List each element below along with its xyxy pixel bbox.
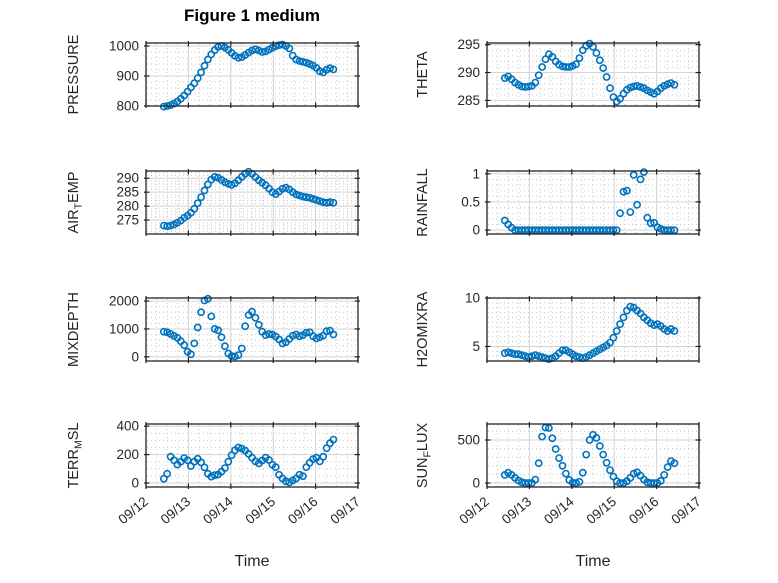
tick-marks (144, 169, 360, 236)
svg-text:09/12: 09/12 (456, 494, 492, 527)
svg-text:10: 10 (465, 291, 480, 306)
y-axis-label: RAINFALL (415, 168, 431, 237)
svg-text:1000: 1000 (109, 321, 139, 336)
svg-text:0: 0 (472, 223, 480, 238)
svg-text:0.5: 0.5 (461, 194, 480, 209)
y-axis-label: AIRTEMP (66, 171, 85, 233)
scatter-series (159, 435, 338, 487)
tick-marks (144, 41, 360, 108)
svg-text:290: 290 (116, 171, 139, 186)
y-axis-label: TERRMSL (66, 423, 85, 489)
svg-text:275: 275 (116, 213, 139, 228)
x-axis-label-right: Time (575, 553, 611, 570)
svg-text:295: 295 (457, 37, 480, 52)
tick-marks (485, 41, 701, 108)
svg-text:280: 280 (116, 199, 139, 214)
subplot-h2omixra: 5 10 H2OMIXRA (415, 291, 701, 367)
svg-text:09/12: 09/12 (115, 494, 151, 527)
scatter-series (159, 294, 338, 361)
svg-text:400: 400 (116, 419, 139, 434)
tick-marks (485, 422, 701, 489)
svg-text:09/13: 09/13 (158, 494, 194, 527)
svg-text:09/16: 09/16 (285, 494, 321, 527)
svg-text:09/14: 09/14 (200, 494, 236, 528)
x-tick-labels: 09/12 09/13 09/14 09/15 09/16 09/17 (456, 494, 704, 528)
svg-text:1000: 1000 (109, 39, 139, 54)
x-tick-labels: 09/12 09/13 09/14 09/15 09/16 09/17 (115, 494, 363, 528)
scatter-series (500, 302, 679, 363)
figure-title: Figure 1 medium (183, 6, 321, 25)
tick-marks (144, 422, 360, 489)
svg-text:0: 0 (131, 476, 139, 491)
axes-box (486, 42, 700, 107)
x-axis-label-left: Time (234, 553, 270, 570)
tick-marks (485, 296, 701, 363)
y-axis-label: THETA (415, 51, 431, 98)
axes-box (486, 297, 700, 362)
y-tick-labels: 800 900 1000 (109, 39, 139, 114)
svg-text:09/16: 09/16 (626, 494, 662, 527)
svg-text:09/14: 09/14 (541, 494, 577, 528)
y-tick-labels: 0 1000 2000 (109, 294, 139, 365)
svg-text:09/17: 09/17 (327, 494, 363, 527)
axes-box (486, 423, 700, 488)
svg-text:800: 800 (116, 99, 139, 114)
svg-text:09/13: 09/13 (499, 494, 535, 527)
svg-text:09/17: 09/17 (668, 494, 704, 527)
svg-text:285: 285 (116, 185, 139, 200)
major-grid (146, 298, 358, 361)
scatter-series (500, 423, 679, 487)
svg-text:0: 0 (472, 476, 480, 491)
svg-text:09/15: 09/15 (243, 494, 279, 527)
y-tick-labels: 0 200 400 (116, 419, 139, 491)
svg-text:200: 200 (116, 447, 139, 462)
tick-marks (144, 296, 360, 363)
minor-grid (488, 172, 698, 233)
svg-text:290: 290 (457, 65, 480, 80)
major-grid (146, 424, 358, 487)
axes-box (145, 423, 359, 488)
svg-text:285: 285 (457, 93, 480, 108)
svg-text:0: 0 (131, 349, 139, 364)
y-tick-labels: 5 10 (465, 291, 480, 354)
y-tick-labels: 00.51 (461, 166, 480, 237)
y-axis-label: SUNFLUX (415, 423, 434, 489)
y-tick-labels: 285 290 295 (457, 37, 480, 108)
subplot-theta: 285 290 295 THETA (415, 37, 701, 108)
svg-text:1: 1 (472, 166, 480, 181)
y-axis-label: PRESSURE (66, 34, 82, 114)
subplot-pressure: 800 900 1000 PRESSURE (66, 34, 360, 114)
subplot-terr-msl: 0 200 400 09/12 09/13 09/14 09/15 09/16 09/17 TER… (66, 419, 363, 527)
minor-grid (147, 172, 357, 235)
tick-marks (485, 169, 701, 236)
axes-box (145, 170, 359, 235)
svg-text:500: 500 (457, 433, 480, 448)
subplot-mixdepth: 0 1000 2000 MIXDEPTH (66, 292, 360, 367)
y-tick-labels: 0 500 (457, 433, 480, 491)
axes-box (145, 42, 359, 107)
svg-text:5: 5 (472, 339, 480, 354)
svg-text:900: 900 (116, 69, 139, 84)
svg-text:2000: 2000 (109, 294, 139, 309)
scatter-series (159, 167, 338, 231)
svg-text:09/15: 09/15 (584, 494, 620, 527)
y-axis-label: MIXDEPTH (66, 292, 82, 367)
scatter-series (500, 168, 679, 234)
y-axis-label: H2OMIXRA (415, 291, 431, 367)
subplot-sun-flux: 0 500 09/12 09/13 09/14 09/15 09/16 09/17 SUNFLU… (415, 422, 704, 527)
